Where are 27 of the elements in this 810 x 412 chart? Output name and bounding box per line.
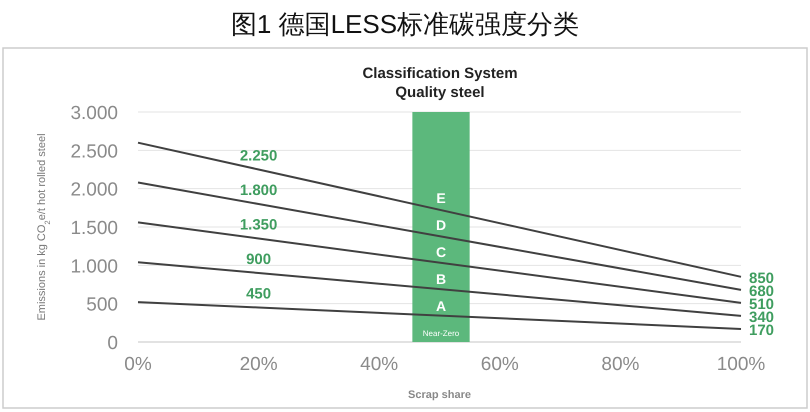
x-tick-label: 0%	[124, 354, 152, 375]
annotation: E	[436, 190, 446, 206]
y-tick-label: 1.500	[70, 218, 118, 239]
x-tick-label: 100%	[716, 354, 766, 375]
data-label: 450	[246, 286, 272, 302]
annotation: C	[436, 244, 446, 260]
chart-title: 图1 德国LESS标准碳强度分类	[230, 9, 580, 39]
y-tick-label: 3.000	[70, 103, 118, 124]
x-tick-label: 40%	[360, 354, 398, 375]
data-label: 1.350	[240, 216, 278, 234]
y-tick-label: 2.000	[70, 180, 118, 201]
y-tick-label: 2.500	[70, 141, 118, 162]
x-tick-label: 80%	[601, 354, 640, 375]
data-label: 900	[246, 251, 272, 268]
chart-subtitle: Classification System Quality steel	[362, 65, 518, 101]
y-tick-label: 1.000	[70, 256, 118, 278]
x-axis-title: Scrap share	[408, 389, 471, 401]
annotation: B	[436, 271, 446, 287]
band-label: Near-Zero	[422, 329, 460, 338]
x-tick-label: 60%	[480, 354, 519, 375]
y-tick-label: 0	[107, 333, 118, 354]
annotation: A	[436, 298, 446, 314]
data-label: 1.800	[240, 182, 278, 199]
data-label: 2.250	[240, 148, 278, 164]
y-tick-label: 500	[86, 294, 118, 316]
x-tick-label: 20%	[240, 354, 278, 375]
annotation: D	[436, 217, 446, 233]
